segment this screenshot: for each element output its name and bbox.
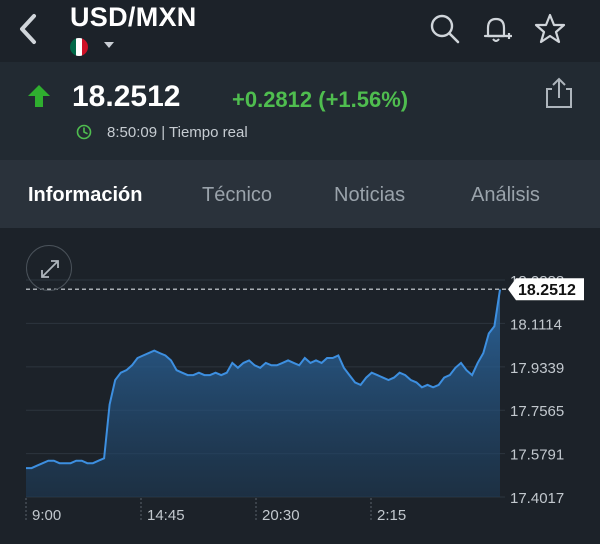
price-area-fill bbox=[26, 289, 500, 497]
star-icon[interactable] bbox=[533, 12, 567, 46]
up-arrow-icon bbox=[28, 85, 50, 107]
back-arrow-icon[interactable] bbox=[14, 10, 44, 48]
app-header: USD/MXN bbox=[0, 0, 600, 62]
clock-icon bbox=[76, 124, 92, 140]
tab-informacion[interactable]: Información bbox=[28, 184, 143, 206]
y-tick-label: 17.9339 bbox=[510, 360, 564, 377]
y-tick-label: 17.4017 bbox=[510, 490, 564, 507]
quote-panel: 18.2512 +0.2812 (+1.56%) 8:50:09 | Tiemp… bbox=[0, 62, 600, 160]
last-price-tag: 18.2512 bbox=[508, 278, 584, 301]
x-tick-label: 20:30 bbox=[262, 507, 300, 524]
active-tab-indicator bbox=[78, 220, 94, 228]
x-tick-label: 2:15 bbox=[377, 507, 406, 524]
y-tick-label: 17.5791 bbox=[510, 447, 564, 464]
y-tick-label: 17.7565 bbox=[510, 403, 564, 420]
add-alert-bell-icon[interactable] bbox=[480, 12, 514, 46]
tab-tecnico[interactable]: Técnico bbox=[202, 184, 273, 206]
search-icon[interactable] bbox=[428, 12, 462, 46]
tab-noticias[interactable]: Noticias bbox=[334, 184, 406, 206]
quote-timestamp: 8:50:09 | Tiempo real bbox=[107, 124, 248, 141]
price-change: +0.2812 (+1.56%) bbox=[232, 87, 409, 112]
share-icon[interactable] bbox=[543, 76, 575, 110]
expand-icon bbox=[41, 260, 59, 278]
x-tick-label: 9:00 bbox=[32, 507, 61, 524]
expand-chart-button[interactable] bbox=[26, 245, 72, 291]
price-line bbox=[26, 289, 501, 470]
mexico-flag-icon[interactable] bbox=[70, 38, 88, 56]
x-tick-label: 14:45 bbox=[147, 507, 185, 524]
tab-analisis[interactable]: Análisis bbox=[471, 184, 540, 206]
last-price-tag-label: 18.2512 bbox=[518, 282, 576, 299]
chevron-down-icon[interactable] bbox=[104, 42, 114, 48]
tab-bar: Información Técnico Noticias Análisis bbox=[0, 160, 600, 228]
y-tick-label: 18.1114 bbox=[510, 316, 562, 333]
instrument-title: USD/MXN bbox=[70, 2, 197, 32]
last-price: 18.2512 bbox=[72, 80, 181, 113]
